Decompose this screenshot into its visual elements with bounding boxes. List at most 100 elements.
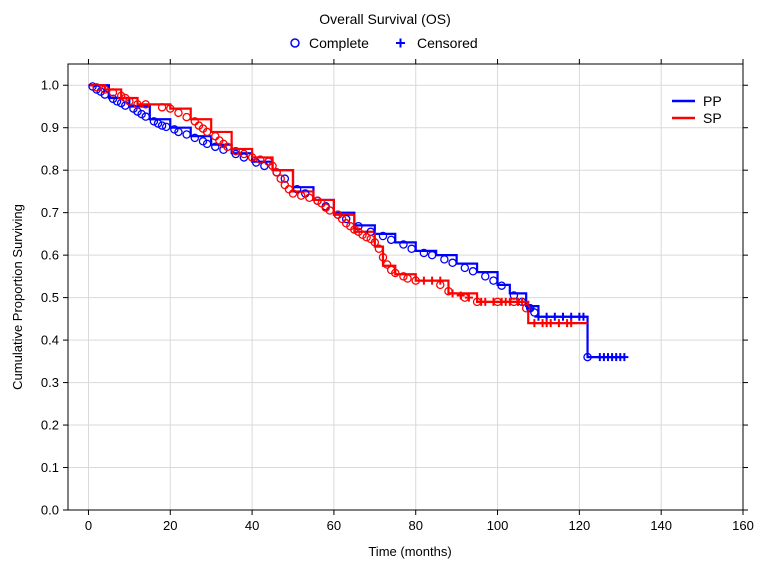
- y-tick-label: 0.0: [41, 503, 59, 518]
- event-marker-pp: [448, 258, 457, 268]
- series-markers: [88, 82, 629, 362]
- axes: 0 20 40 60 80 100 120 140 160 0.0 0.1 0.2 0.3 0.4 0.5 0…: [41, 59, 754, 533]
- event-marker-pp: [509, 291, 519, 300]
- event-marker-sp: [362, 233, 371, 242]
- x-tick-label: 160: [732, 518, 754, 533]
- y-tick-label: 0.9: [41, 120, 59, 135]
- event-marker-sp: [133, 100, 142, 109]
- event-marker-sp: [92, 83, 101, 92]
- event-marker-sp: [521, 303, 531, 313]
- marker-legend-censored: Censored: [417, 35, 478, 51]
- censored-marker-icon: [396, 38, 405, 48]
- series-legend: PP SP: [672, 93, 722, 126]
- censored-marker-sp: [567, 319, 576, 328]
- event-marker-pp: [153, 119, 163, 128]
- censored-marker-pp: [550, 312, 559, 321]
- censored-marker-sp: [518, 297, 527, 306]
- event-marker-sp: [256, 155, 265, 164]
- event-marker-pp: [157, 121, 167, 130]
- censored-marker-sp: [448, 289, 457, 298]
- event-marker-pp: [202, 139, 212, 149]
- x-tick-label: 20: [163, 518, 177, 533]
- x-tick-label: 140: [650, 518, 672, 533]
- x-tick-label: 60: [327, 518, 341, 533]
- event-marker-pp: [211, 142, 220, 152]
- censored-marker-pp: [620, 353, 629, 362]
- event-marker-sp: [370, 238, 380, 247]
- event-marker-sp: [202, 127, 212, 137]
- event-marker-sp: [141, 100, 150, 109]
- event-marker-sp: [223, 142, 232, 152]
- event-marker-pp: [407, 244, 416, 254]
- event-marker-pp: [497, 281, 506, 290]
- event-marker-sp: [125, 97, 134, 106]
- event-marker-sp: [374, 244, 384, 254]
- event-marker-pp: [100, 90, 110, 99]
- event-marker-pp: [149, 117, 159, 126]
- event-marker-sp: [276, 174, 285, 183]
- event-marker-pp: [341, 214, 351, 224]
- y-tick-label: 0.8: [41, 163, 59, 178]
- censored-marker-sp: [456, 291, 465, 300]
- y-tick-label: 0.5: [41, 290, 59, 305]
- event-marker-sp: [288, 189, 298, 198]
- event-marker-pp: [460, 263, 470, 273]
- event-marker-pp: [427, 250, 437, 260]
- y-tick-label: 0.3: [41, 375, 59, 390]
- event-marker-pp: [378, 231, 388, 241]
- event-marker-pp: [419, 248, 429, 258]
- event-marker-pp: [530, 308, 539, 317]
- event-marker-sp: [100, 85, 110, 94]
- event-marker-sp: [284, 185, 294, 194]
- event-marker-sp: [174, 108, 183, 118]
- event-marker-sp: [296, 191, 306, 200]
- legend-label-sp: SP: [703, 110, 722, 126]
- event-marker-pp: [280, 174, 290, 183]
- event-marker-sp: [239, 149, 249, 159]
- censored-marker-pp: [534, 312, 543, 321]
- event-marker-sp: [108, 88, 118, 97]
- event-marker-pp: [481, 272, 490, 281]
- event-marker-pp: [161, 122, 171, 132]
- event-marker-pp: [239, 153, 249, 162]
- censored-marker-sp: [428, 276, 437, 285]
- y-tick-label: 0.2: [41, 418, 59, 433]
- censored-marker-pp: [579, 312, 588, 321]
- y-tick-label: 0.7: [41, 205, 59, 220]
- event-marker-sp: [116, 91, 126, 101]
- complete-marker-icon: [290, 38, 300, 48]
- chart-title: Overall Survival (OS): [319, 11, 450, 27]
- event-marker-sp: [382, 260, 392, 269]
- marker-legend-complete: Complete: [309, 35, 369, 51]
- plot-frame: [67, 63, 744, 511]
- event-marker-sp: [378, 253, 388, 262]
- event-marker-pp: [489, 276, 498, 285]
- event-marker-pp: [399, 240, 408, 249]
- y-tick-label: 0.1: [41, 460, 59, 475]
- y-axis-label: Cumulative Proportion Surviving: [10, 204, 25, 390]
- censored-marker-sp: [464, 293, 473, 302]
- event-marker-sp: [166, 104, 175, 113]
- event-marker-sp: [268, 161, 277, 171]
- censored-marker-sp: [481, 297, 490, 306]
- censored-marker-sp: [546, 319, 555, 328]
- event-marker-pp: [112, 97, 122, 106]
- event-marker-sp: [247, 153, 257, 162]
- event-marker-sp: [272, 168, 281, 177]
- event-marker-sp: [305, 193, 314, 203]
- event-marker-pp: [174, 127, 183, 137]
- event-marker-pp: [583, 352, 592, 362]
- censored-marker-sp: [505, 297, 514, 306]
- x-axis-label: Time (months): [368, 544, 451, 559]
- event-marker-sp: [399, 272, 408, 281]
- censored-marker-sp: [530, 319, 539, 328]
- event-marker-sp: [231, 146, 240, 156]
- event-marker-sp: [325, 206, 335, 215]
- censored-marker-sp: [489, 297, 498, 306]
- x-tick-label: 40: [245, 518, 259, 533]
- censored-marker-sp: [436, 276, 445, 285]
- event-marker-sp: [211, 131, 220, 141]
- survival-line-sp: [88, 84, 588, 325]
- legend-label-pp: PP: [703, 93, 722, 109]
